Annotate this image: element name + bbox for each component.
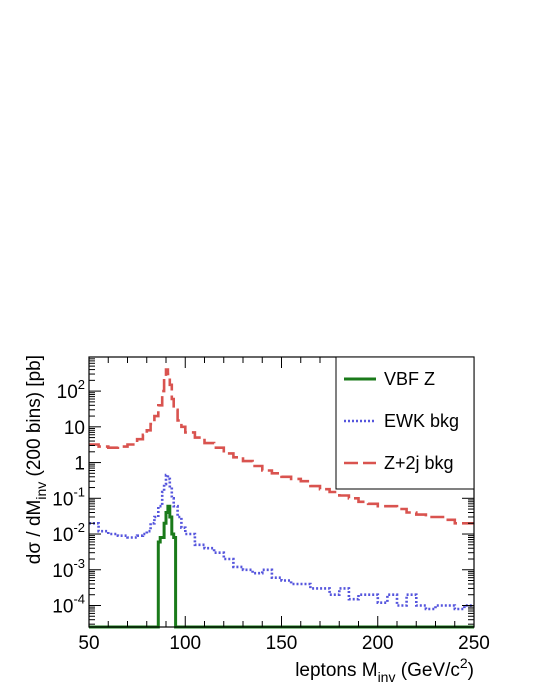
x-tick-label: 50 (78, 633, 99, 654)
y-tick-base: 10 (52, 489, 73, 510)
y-tick-label: 1 (74, 454, 85, 475)
y-tick-label: 10-2 (52, 520, 85, 546)
x-axis-title-end: ) (468, 660, 474, 681)
series-line (89, 473, 474, 611)
x-axis-title: leptons Minv (GeV/c2) (295, 655, 474, 685)
y-tick-label: 10-1 (52, 484, 85, 510)
y-tick-exponent: -1 (73, 484, 85, 499)
y-tick-label: 10-4 (52, 591, 85, 617)
y-axis-title: dσ / dMinv (200 bins) [pb] (24, 355, 49, 564)
y-tick-base: 10 (57, 382, 78, 403)
y-tick-base: 10 (52, 525, 73, 546)
y-tick-exponent: -4 (73, 591, 85, 606)
y-tick-base: 10 (52, 596, 73, 617)
plot-area (89, 368, 474, 629)
y-tick-label: 10 (64, 418, 85, 439)
x-axis-title-sub: inv (378, 669, 396, 685)
y-axis-title-rest: (200 bins) [pb] (24, 355, 45, 482)
x-axis-title-main: leptons M (295, 660, 377, 681)
legend-label: VBF Z (384, 369, 435, 389)
x-tick-label: 200 (362, 633, 394, 654)
y-tick-exponent: 2 (78, 377, 85, 392)
legend: VBF Z EWK bkg Z+2j bkg (335, 356, 475, 490)
x-tick-label: 150 (266, 633, 298, 654)
y-tick-exponent: -2 (73, 520, 85, 535)
y-tick-base: 10 (64, 418, 85, 439)
y-tick-base: 10 (52, 561, 73, 582)
y-tick-label: 102 (57, 377, 85, 403)
y-tick-base: 1 (74, 454, 85, 475)
x-axis-title-sup: 2 (460, 655, 468, 671)
legend-label: Z+2j bkg (384, 453, 454, 473)
y-axis-title-main: dσ / dM (24, 500, 45, 565)
y-tick-label: 10-3 (52, 556, 85, 582)
y-axis-title-sub: inv (33, 482, 49, 500)
series-line (89, 504, 474, 629)
x-tick-label: 250 (458, 633, 490, 654)
legend-label: EWK bkg (384, 411, 459, 431)
y-tick-exponent: -3 (73, 556, 85, 571)
series-line (89, 368, 474, 525)
x-axis-title-rest: (GeV/c (395, 660, 459, 681)
x-tick-label: 100 (169, 633, 201, 654)
